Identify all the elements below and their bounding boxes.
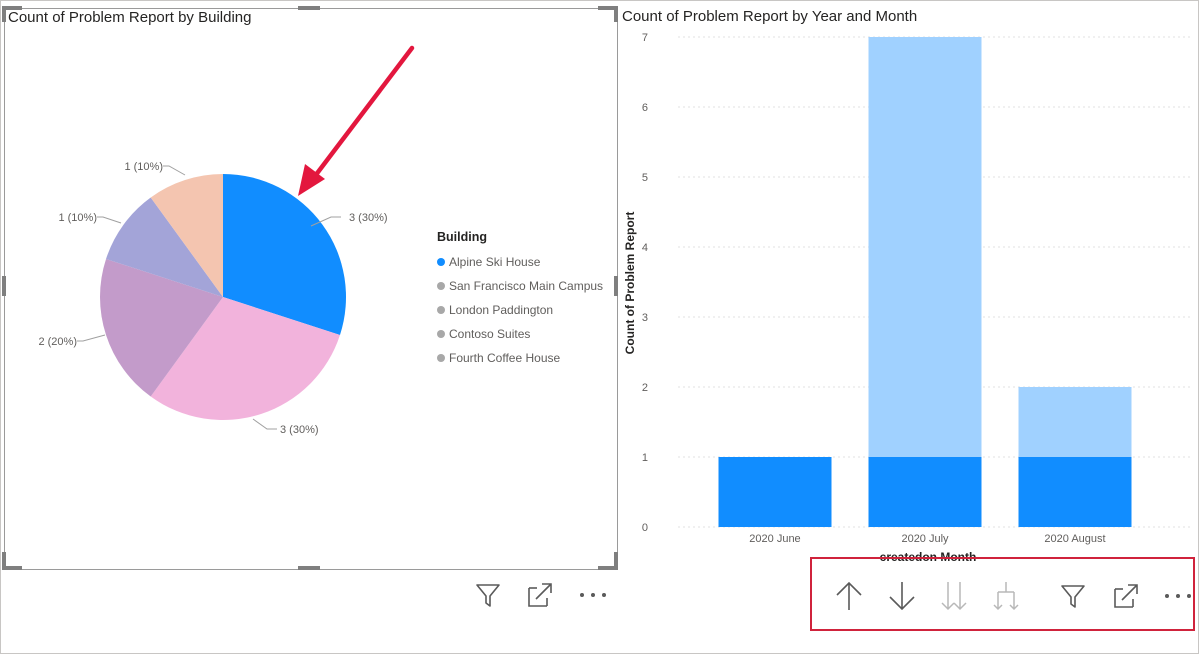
pie-data-label: 2 (20%): [38, 336, 77, 348]
legend-dot: [437, 306, 445, 314]
legend-title: Building: [437, 230, 487, 244]
x-tick-label: 2020 July: [901, 533, 949, 545]
pie-leader-line: [310, 216, 341, 227]
resize-handle[interactable]: [298, 6, 320, 10]
expand-hierarchy-icon[interactable]: [989, 579, 1023, 613]
annotation-arrow: [298, 45, 415, 196]
resize-handle[interactable]: [2, 552, 6, 570]
filter-icon[interactable]: [1056, 579, 1090, 613]
pie-legend: Building Alpine Ski House San Francisco M…: [437, 230, 603, 370]
bar-segment[interactable]: [1018, 457, 1132, 527]
y-tick-label: 3: [642, 312, 648, 324]
y-tick-label: 4: [642, 242, 648, 254]
resize-handle[interactable]: [298, 566, 320, 570]
resize-handle[interactable]: [2, 6, 22, 10]
y-tick-label: 0: [642, 522, 648, 534]
arrow-down-icon[interactable]: [885, 579, 919, 613]
bar-chart-title: Count of Problem Report by Year and Mont…: [622, 8, 918, 25]
filter-icon[interactable]: [471, 578, 505, 612]
pie-slice[interactable]: [150, 174, 223, 297]
double-arrow-down-icon[interactable]: [937, 579, 971, 613]
y-tick-label: 7: [642, 32, 648, 44]
legend-label: Alpine Ski House: [449, 255, 541, 269]
legend-item[interactable]: Contoso Suites: [437, 322, 603, 346]
legend-dot: [437, 354, 445, 362]
legend-dot: [437, 330, 445, 338]
pie-leader-line: [163, 165, 186, 176]
resize-handle[interactable]: [614, 552, 618, 570]
pie-data-label: 1 (10%): [124, 161, 163, 173]
bar-segment[interactable]: [718, 457, 832, 527]
legend-dot: [437, 282, 445, 290]
y-tick-label: 1: [642, 452, 648, 464]
pie-chart-visual[interactable]: Count of Problem Report by Building 3 (3…: [4, 8, 618, 570]
more-options-icon[interactable]: [576, 578, 610, 612]
legend-item[interactable]: San Francisco Main Campus: [437, 274, 603, 298]
bar-chart-visual[interactable]: Count of Problem Report by Year and Mont…: [618, 0, 1196, 566]
bar-chart-svg: 0 1 2 3 4 5 6 7 2020 June 2020 July 2020 August Cou…: [623, 32, 1193, 564]
pie-data-label: 3 (30%): [349, 212, 388, 224]
legend-item[interactable]: Fourth Coffee House: [437, 346, 603, 370]
pie-leader-line: [77, 334, 106, 342]
x-tick-label: 2020 June: [749, 533, 800, 545]
more-options-icon[interactable]: [1161, 579, 1195, 613]
pie-slice[interactable]: [106, 197, 223, 297]
resize-handle[interactable]: [598, 566, 618, 570]
y-tick-label: 2: [642, 382, 648, 394]
bar-segment[interactable]: [868, 37, 982, 457]
y-axis-title: Count of Problem Report: [623, 212, 637, 355]
pie-leader-line: [97, 216, 122, 224]
bar-segment[interactable]: [1018, 387, 1132, 457]
legend-label: Contoso Suites: [449, 327, 531, 341]
legend-item[interactable]: Alpine Ski House: [437, 250, 603, 274]
pie-slice[interactable]: [223, 174, 346, 336]
arrow-up-icon[interactable]: [832, 579, 866, 613]
focus-mode-icon[interactable]: [523, 578, 557, 612]
resize-handle[interactable]: [2, 6, 6, 22]
resize-handle[interactable]: [614, 6, 618, 22]
resize-handle[interactable]: [614, 276, 618, 296]
pie-data-label: 1 (10%): [58, 212, 97, 224]
pie-slice[interactable]: [100, 258, 223, 397]
legend-label: London Paddington: [449, 303, 554, 317]
legend-label: Fourth Coffee House: [449, 351, 561, 365]
pie-chart-title: Count of Problem Report by Building: [8, 9, 252, 26]
resize-handle[interactable]: [598, 6, 618, 10]
legend-dot: [437, 258, 445, 266]
pie-leader-line: [252, 418, 277, 430]
bar-segment[interactable]: [868, 457, 982, 527]
resize-handle[interactable]: [2, 566, 22, 570]
pie-slice[interactable]: [150, 297, 340, 420]
y-tick-label: 5: [642, 172, 648, 184]
y-tick-label: 6: [642, 102, 648, 114]
pie-chart-svg: 3 (30%) 3 (30%) 2 (20%) 1 (10%) 1 (10%): [38, 161, 388, 436]
resize-handle[interactable]: [2, 276, 6, 296]
legend-item[interactable]: London Paddington: [437, 298, 603, 322]
focus-mode-icon[interactable]: [1109, 579, 1143, 613]
legend-label: San Francisco Main Campus: [449, 279, 604, 293]
x-tick-label: 2020 August: [1044, 533, 1105, 545]
pie-data-label: 3 (30%): [280, 424, 319, 436]
highlight-box: [810, 557, 1195, 631]
